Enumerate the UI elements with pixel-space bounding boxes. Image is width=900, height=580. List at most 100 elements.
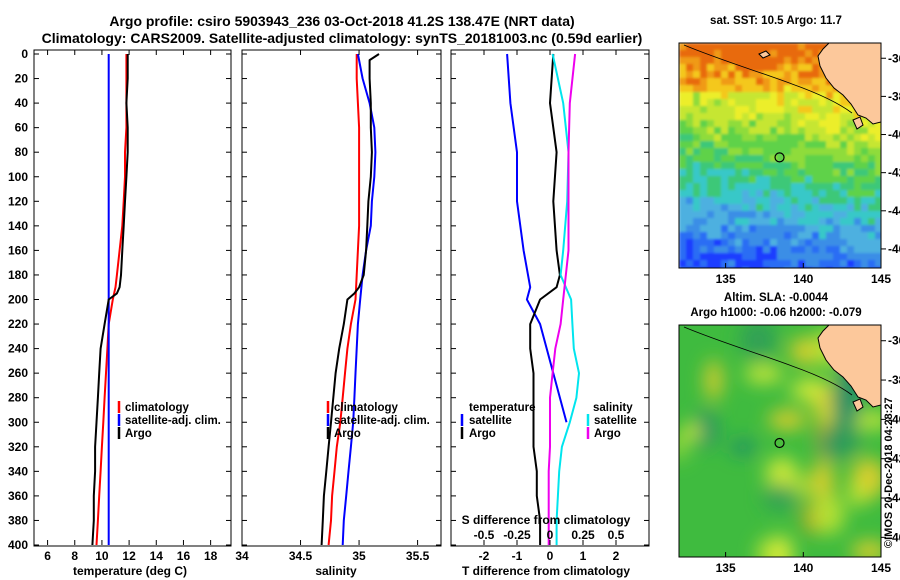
depth-tick-40: 40: [15, 96, 29, 110]
series-temperature-satellite: [506, 53, 568, 423]
sla-map-ticks: 135 140 145 -36 -38 -40 -42 -44 -46: [716, 334, 900, 575]
legend-s-satellite: satellite: [594, 415, 637, 427]
series-climatology: [95, 54, 128, 546]
salinity-x-tick-35: 35: [352, 549, 366, 563]
legend-climatology: climatology: [334, 402, 399, 414]
temperature-axis-label: temperature (deg C): [73, 564, 187, 578]
sst-map: [679, 43, 881, 268]
depth-tick-20: 20: [15, 72, 29, 86]
depth-tick-220: 220: [8, 317, 28, 331]
series-argo: [320, 53, 380, 546]
map-lat-tick-42: -42: [888, 166, 900, 180]
sla-map-title-1: Altim. SLA: -0.0044: [724, 292, 829, 304]
depth-tick-280: 280: [8, 391, 28, 405]
series-salinity-argo: [547, 53, 577, 545]
depth-tick-0: 0: [21, 47, 28, 61]
s-diff-x-tick-0-5: -0.5: [474, 528, 495, 542]
sla-map-title-2: Argo h1000: -0.06 h2000: -0.079: [690, 307, 861, 319]
title-line-1: Argo profile: csiro 5903943_236 03-Oct-2…: [109, 13, 574, 29]
temperature-x-tick-6: 6: [44, 549, 51, 563]
sla-map-frame: [678, 324, 882, 558]
map-lon-tick-140: 140: [793, 561, 813, 575]
map-lat-tick-38: -38: [888, 373, 900, 387]
map-lat-tick-38: -38: [888, 89, 900, 103]
depth-axis: 0 20 40 60 80 100 120 140 160 180 200 220 240 260 280 3…: [8, 47, 649, 552]
legend-satellite-adj: satellite-adj. clim.: [334, 415, 430, 427]
map-lat-tick-36: -36: [888, 51, 900, 65]
s-diff-x-tick-0-25: -0.25: [503, 528, 531, 542]
map-lat-tick-46: -46: [888, 242, 900, 256]
temperature-x-tick-8: 8: [71, 549, 78, 563]
depth-tick-400: 400: [8, 538, 28, 552]
salinity-x-tick-34: 34: [235, 549, 249, 563]
depth-tick-60: 60: [15, 121, 29, 135]
map-lon-tick-135: 135: [716, 561, 736, 575]
series-climatology: [327, 54, 361, 546]
salinity-axis-label: salinity: [315, 564, 357, 578]
series-satellite-adj-clim: [341, 53, 377, 546]
sla-island: [852, 398, 864, 412]
x-tick-labels: 6 8 10 12 14 16 18 34 34.5 35 35.5 -2 -1 0 1 2-0.5 -0.25…: [44, 50, 625, 563]
legend-satellite-adj: satellite-adj. clim.: [125, 415, 221, 427]
sst-island-small: [758, 50, 771, 59]
depth-tick-200: 200: [8, 293, 28, 307]
s-diff-x-tick-0-25: 0.25: [571, 528, 595, 542]
temperature-x-tick-12: 12: [122, 549, 136, 563]
map-lat-tick-46: -46: [888, 530, 900, 544]
depth-tick-180: 180: [8, 268, 28, 282]
legend-s-argo: Argo: [594, 428, 621, 440]
depth-tick-160: 160: [8, 243, 28, 257]
sla-map: [679, 325, 881, 557]
t-difference-axis-label: T difference from climatology: [462, 564, 630, 578]
salinity-panel: [241, 49, 442, 547]
sst-contour: [683, 44, 853, 114]
map-lat-tick-44: -44: [888, 491, 900, 505]
sst-map-title: sat. SST: 10.5 Argo: 11.7: [710, 15, 842, 27]
sla-float-marker: [774, 437, 785, 449]
sst-land: [817, 43, 881, 125]
sst-map-frame: [678, 42, 882, 269]
s-diff-x-tick-0: 0: [547, 528, 554, 542]
legend-argo: Argo: [334, 428, 361, 440]
difference-lines: [506, 53, 580, 545]
depth-tick-100: 100: [8, 170, 28, 184]
legend-climatology: climatology: [125, 402, 190, 414]
legend-t-satellite: satellite: [469, 415, 512, 427]
depth-tick-80: 80: [15, 145, 29, 159]
legend-t-argo: Argo: [469, 428, 496, 440]
s-difference-axis-label: S difference from climatology: [462, 513, 631, 527]
series-argo: [91, 54, 129, 546]
temperature-panel: [33, 49, 232, 547]
sst-map-ticks: 135 140 145 -36 -38 -40 -42 -44 -46: [716, 51, 900, 286]
s-diff-x-tick-0-5: 0.5: [608, 528, 625, 542]
depth-tick-260: 260: [8, 366, 28, 380]
difference-x-tick-2: 2: [613, 549, 620, 563]
difference-legend: temperature satellite Argo salinity sate…: [460, 402, 637, 440]
title-line-2: Climatology: CARS2009. Satellite-adjuste…: [42, 30, 643, 46]
depth-tick-380: 380: [8, 513, 28, 527]
temperature-x-tick-18: 18: [204, 549, 218, 563]
sla-contour: [683, 326, 853, 396]
depth-tick-300: 300: [8, 415, 28, 429]
map-lat-tick-40: -40: [888, 412, 900, 426]
temperature-legend: climatology satellite-adj. clim. Argo: [117, 401, 221, 440]
imos-watermark: ©IMOS 20-Dec-2018 04:28:27: [883, 397, 895, 548]
salinity-legend: climatology satellite-adj. clim. Argo: [326, 401, 430, 440]
map-lon-tick-140: 140: [793, 272, 813, 286]
salinity-x-tick-35-5: 35.5: [406, 549, 430, 563]
legend-temperature-title: temperature: [469, 402, 535, 414]
legend-argo: Argo: [125, 428, 152, 440]
depth-tick-320: 320: [8, 440, 28, 454]
depth-tick-140: 140: [8, 219, 28, 233]
salinity-lines: [320, 53, 380, 546]
difference-x-tick-0: 0: [547, 549, 554, 563]
map-lon-tick-145: 145: [871, 561, 891, 575]
map-lon-tick-145: 145: [871, 272, 891, 286]
temperature-x-tick-16: 16: [177, 549, 191, 563]
series-temperature-argo: [529, 53, 561, 545]
map-lat-tick-36: -36: [888, 334, 900, 348]
temperature-lines: [91, 54, 129, 546]
map-lat-tick-40: -40: [888, 128, 900, 142]
